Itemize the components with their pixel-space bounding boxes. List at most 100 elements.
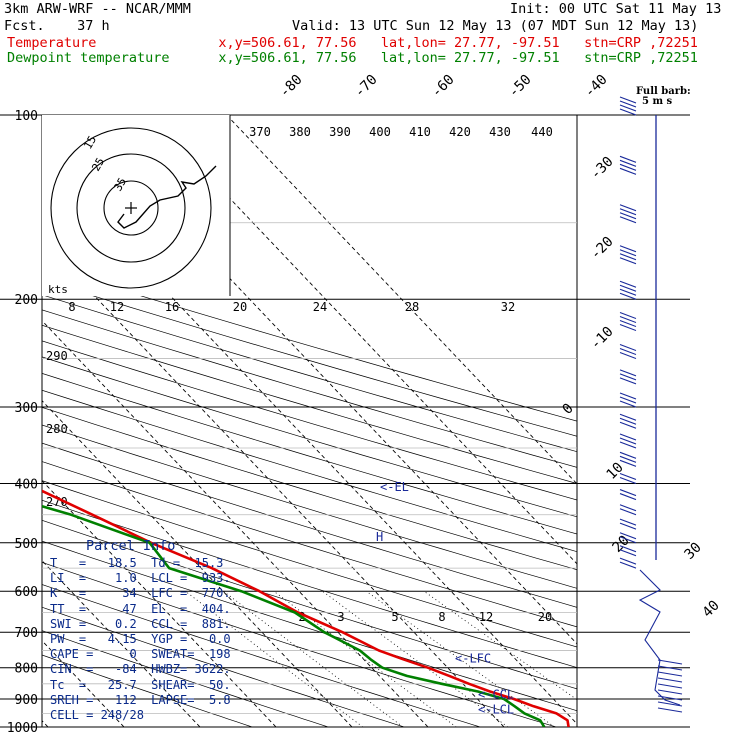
- theta-label: 440: [531, 125, 553, 139]
- wind-barb: [619, 100, 637, 108]
- hodograph-ring: [50, 127, 212, 289]
- wind-barb: [657, 701, 683, 707]
- profile-layer: [42, 489, 570, 727]
- wind-barb: [657, 689, 683, 695]
- isotherm-label: 40: [700, 598, 723, 621]
- parcel-info-row: Tc = 25.7 SHEAR= 50.: [50, 677, 231, 692]
- pressure-label: 400: [15, 477, 38, 492]
- wind-barb: [619, 344, 637, 352]
- model-title: 3km ARW-WRF -- NCAR/MMM: [4, 1, 191, 17]
- isotherm-label: -30: [588, 154, 617, 183]
- pressure-label: 800: [15, 662, 38, 677]
- init-time: Init: 00 UTC Sat 11 May 13: [510, 1, 722, 17]
- isotherm-label: -80: [277, 72, 306, 101]
- hodograph-ring-label: 15: [81, 134, 99, 152]
- wind-barb: [619, 288, 637, 296]
- level-marker: <-LCL: [478, 703, 514, 717]
- pressure-label: 900: [15, 693, 38, 708]
- wind-barb: [619, 377, 637, 385]
- theta-label: 390: [329, 125, 351, 139]
- wind-barb: [619, 108, 637, 116]
- wind-barb: [619, 459, 637, 467]
- wind-barb: [619, 455, 637, 463]
- hodograph-speed-label: 8: [68, 300, 75, 314]
- wind-barb: [619, 284, 637, 292]
- isotherm: [42, 560, 201, 727]
- parcel-info-row: LI = 1.0 LCL = 933.: [50, 571, 231, 586]
- parcel-info-panel: Parcel Info T = 18.5 Td = 15.3 LI = 1.0 L…: [42, 536, 247, 726]
- parcel-info-row: SWI = 0.2 CCL = 881.: [50, 616, 231, 631]
- isotherm: [42, 480, 277, 727]
- wind-barb: [619, 292, 637, 300]
- isotherm-label: -40: [582, 72, 611, 101]
- wind-barb: [619, 451, 637, 459]
- wind-barb: [619, 312, 637, 320]
- hodograph-ring-label: 35: [111, 176, 129, 194]
- isotherm-label: 0: [560, 401, 577, 418]
- wind-barb: [619, 104, 637, 112]
- hodograph-ring-label: 25: [89, 156, 107, 174]
- theta-label: 400: [369, 125, 391, 139]
- wind-barb: [657, 677, 683, 683]
- wind-barb: [619, 522, 637, 530]
- wind-barb: [619, 472, 637, 480]
- wind-barb: [619, 545, 637, 553]
- hodograph-ring: [76, 153, 186, 263]
- wind-barb: [619, 557, 637, 565]
- isotherm: [150, 115, 577, 565]
- mixing-ratio-line: [223, 590, 404, 727]
- mixing-ratio-line: [366, 590, 555, 727]
- parcel-info-row: TT = 47 EL = 404.: [50, 601, 231, 616]
- mixing-ratio-label: 5: [391, 610, 398, 624]
- pressure-label: 300: [15, 401, 38, 416]
- isotherm-label: -10: [588, 324, 617, 353]
- wind-barb: [619, 433, 637, 441]
- wind-barb: [619, 155, 637, 163]
- wind-barb: [619, 417, 637, 425]
- parcel-info-row: CELL = 248/28: [50, 708, 144, 722]
- isotherm-label: -70: [352, 72, 381, 101]
- wind-barb: [657, 707, 683, 713]
- wind-barb: [619, 441, 637, 449]
- hodograph-speed-label: 32: [501, 300, 515, 314]
- hodograph-units: kts: [48, 283, 68, 296]
- parcel-info-title: Parcel Info: [86, 538, 176, 554]
- isotherm-label: -50: [506, 72, 535, 101]
- wind-barb: [657, 659, 683, 665]
- wind-barb: [619, 536, 637, 544]
- mixing-ratio-line: [423, 590, 577, 701]
- dewpoint-legend: Dewpoint temperature x,y=506.61, 77.56 l…: [7, 50, 698, 66]
- wind-barb: [619, 253, 637, 261]
- hodograph-background: [42, 115, 230, 296]
- isotherm-label: -60: [429, 72, 458, 101]
- valid-time: Valid: 13 UTC Sun 12 May 13 (07 MDT Sun …: [292, 18, 699, 34]
- parcel-info-row: CAPE = 0 SWEAT= 198: [50, 647, 231, 662]
- mixing-ratio-label: 20: [538, 610, 552, 624]
- dewpoint-profile: [42, 504, 546, 727]
- wind-barb: [619, 437, 637, 445]
- wind-barb: [619, 212, 637, 220]
- hodograph-speed-label: 20: [233, 300, 247, 314]
- hodograph-speed-label: 16: [165, 300, 179, 314]
- theta-label: 410: [409, 125, 431, 139]
- level-marker: <-EL: [380, 480, 409, 494]
- forecast-hour: Fcst. 37 h: [4, 18, 110, 34]
- mixing-ratio-label: 12: [479, 610, 493, 624]
- isotherm: [42, 320, 429, 727]
- barb-legend-units: 5 m s: [642, 96, 673, 107]
- wind-barb: [657, 695, 683, 701]
- wind-barb: [619, 549, 637, 557]
- wind-barb: [657, 683, 683, 689]
- annotation-layer: <-EL <-LFC <-CCL <-LCL H Full barb:5 m s: [376, 86, 691, 717]
- wind-barb: [619, 348, 637, 356]
- parcel-info-row: CIN = -84 HWBZ= 3622.: [50, 662, 231, 677]
- pressure-label: 700: [15, 626, 38, 641]
- wind-barb: [619, 392, 637, 400]
- pressure-label: 1000: [7, 721, 38, 736]
- theta-label: 290: [46, 349, 68, 363]
- wind-barb: [619, 167, 637, 175]
- pressure-label: 600: [15, 585, 38, 600]
- theta-label: 420: [449, 125, 471, 139]
- wind-barb: [619, 159, 637, 167]
